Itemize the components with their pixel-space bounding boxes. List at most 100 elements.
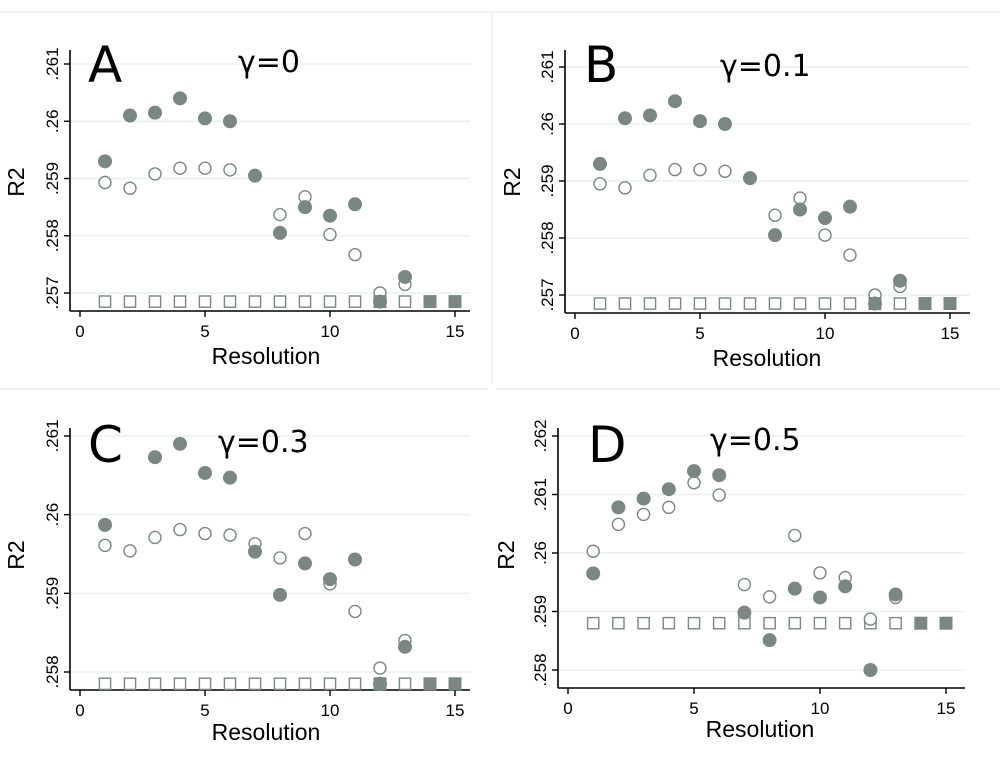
data-point-open-square [323, 295, 337, 308]
y-tick-label: .259 [43, 162, 62, 195]
data-point-open-circle [223, 163, 237, 177]
data-point-open-circle [768, 208, 782, 222]
data-point-open-circle [173, 161, 187, 175]
series-circle-filled [97, 436, 413, 691]
data-point-filled-circle [223, 470, 238, 485]
data-point-filled-square [448, 677, 462, 691]
series-square-open [98, 295, 412, 308]
data-point-open-square [662, 616, 676, 630]
series-square-filled [373, 677, 462, 691]
x-tick-label: 10 [816, 324, 835, 343]
data-point-open-square [148, 677, 162, 691]
data-point-filled-circle [667, 94, 682, 109]
data-point-filled-circle [812, 590, 827, 605]
data-point-filled-circle [198, 465, 213, 480]
data-point-open-square [693, 297, 707, 310]
data-point-open-circle [611, 517, 626, 532]
data-point-filled-circle [842, 199, 857, 214]
x-axis-title: Resolution [212, 719, 321, 745]
data-point-open-square [298, 677, 312, 691]
data-point-open-circle [668, 162, 682, 177]
data-point-filled-circle [592, 156, 607, 171]
data-point-filled-circle [398, 269, 413, 284]
data-point-open-circle [198, 161, 212, 175]
data-point-open-square [273, 295, 287, 308]
data-point-filled-circle [323, 572, 338, 587]
data-point-filled-circle [198, 111, 213, 126]
data-point-filled-circle [692, 114, 707, 129]
data-point-open-circle [273, 551, 287, 565]
y-axis-title: R2 [3, 167, 29, 196]
data-point-open-circle [693, 162, 707, 177]
data-point-open-square [173, 677, 187, 691]
x-tick-label: 5 [689, 699, 698, 718]
data-point-filled-circle [398, 639, 413, 654]
y-tick-label: .261 [538, 50, 557, 83]
x-tick-label: 15 [937, 699, 956, 718]
data-point-open-square [813, 616, 827, 630]
data-point-filled-square [918, 297, 932, 311]
data-point-open-square [687, 616, 701, 630]
data-point-filled-circle [742, 171, 757, 186]
data-point-open-square [593, 297, 607, 310]
x-tick-label: 15 [446, 322, 465, 341]
data-point-filled-circle [686, 464, 701, 479]
data-point-open-square [768, 297, 782, 310]
data-point-filled-circle [712, 468, 727, 483]
y-tick-label: .259 [531, 595, 550, 628]
panel-title: γ=0 [238, 45, 300, 80]
data-point-open-square [843, 297, 857, 310]
data-point-open-circle [863, 612, 878, 626]
data-point-open-square [398, 295, 412, 308]
data-point-filled-circle [273, 587, 288, 602]
data-point-open-square [612, 616, 625, 630]
data-point-filled-circle [767, 228, 782, 243]
data-point-filled-square [868, 297, 882, 311]
data-point-open-square [818, 297, 832, 310]
data-point-filled-circle [173, 436, 188, 451]
data-point-filled-circle [148, 450, 163, 465]
data-point-open-circle [843, 248, 857, 262]
data-point-filled-square [914, 616, 928, 630]
data-point-open-circle [98, 175, 112, 190]
x-tick-label: 5 [200, 701, 209, 720]
data-point-open-square [398, 677, 412, 691]
y-tick-label: .26 [43, 109, 62, 133]
data-point-filled-circle [717, 116, 732, 131]
series-square-filled [373, 295, 462, 309]
data-point-open-circle [687, 476, 701, 490]
data-point-open-square [889, 616, 902, 630]
data-point-filled-circle [248, 544, 263, 559]
data-point-open-circle [788, 528, 802, 543]
panel-d: .258 .259 .26 .261 .262 0 5 10 15 Resolution R2 D γ=… [493, 416, 965, 742]
data-point-open-circle [793, 191, 807, 205]
data-point-open-circle [643, 168, 657, 183]
data-point-open-circle [636, 507, 651, 522]
series-square-filled [914, 616, 953, 630]
panel-b: .257 .258 .259 .26 .261 0 5 10 15 Resolution R2 B γ=… [499, 36, 970, 371]
y-tick-label: .261 [43, 47, 62, 80]
data-point-open-circle [718, 164, 732, 179]
data-point-filled-circle [173, 91, 188, 106]
data-point-filled-circle [97, 154, 112, 169]
data-point-open-square [223, 295, 237, 308]
data-point-open-square [743, 297, 757, 310]
data-point-filled-circle [838, 579, 853, 594]
data-point-filled-square [448, 295, 462, 309]
data-point-open-square [763, 616, 776, 630]
y-tick-label: .26 [531, 541, 550, 565]
y-tick-label: .259 [538, 164, 557, 197]
series-square-filled [868, 297, 957, 311]
data-point-filled-circle [323, 208, 338, 223]
series-circle-filled [586, 464, 903, 677]
y-tick-label: .261 [531, 478, 550, 511]
data-point-filled-circle [661, 482, 676, 497]
y-axis-title: R2 [3, 540, 29, 569]
data-point-open-square [173, 295, 187, 308]
data-point-filled-square [423, 295, 437, 309]
data-point-filled-square [373, 295, 387, 309]
x-tick-label: 5 [200, 322, 209, 341]
data-point-open-square [123, 295, 137, 308]
y-tick-label: .257 [43, 276, 62, 309]
